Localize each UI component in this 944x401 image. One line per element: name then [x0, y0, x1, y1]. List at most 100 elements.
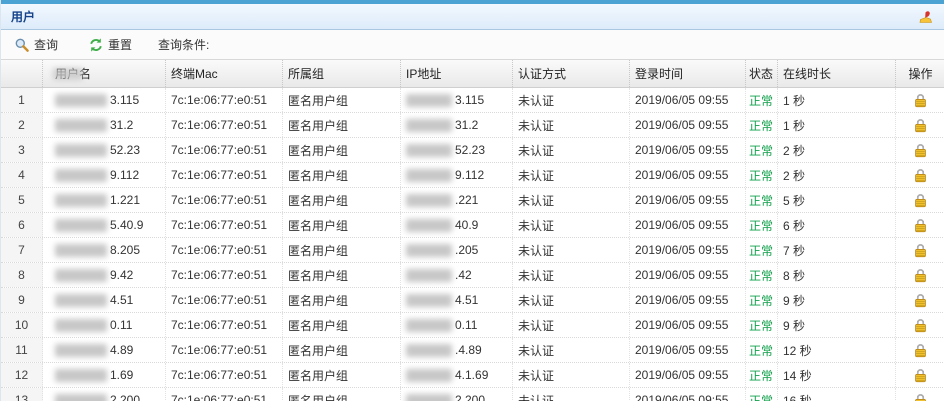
table-row[interactable]: 2 31.2 7c:1e:06:77:e0:51 匿名用户组 31.2 未认证 … [1, 113, 944, 138]
operation-cell [896, 163, 944, 187]
lock-icon[interactable] [913, 368, 928, 383]
ip-suffix: .4.89 [455, 343, 482, 357]
username-cell: 2.200 [43, 388, 166, 401]
mac-cell: 7c:1e:06:77:e0:51 [166, 338, 283, 362]
table-row[interactable]: 6 5.40.9 7c:1e:06:77:e0:51 匿名用户组 40.9 未认… [1, 213, 944, 238]
table-row[interactable]: 4 9.112 7c:1e:06:77:e0:51 匿名用户组 9.112 未认… [1, 163, 944, 188]
username-suffix: 31.2 [110, 118, 134, 132]
username-suffix: 1.221 [110, 193, 141, 207]
lock-icon[interactable] [913, 218, 928, 233]
col-header-operation[interactable]: 操作 [908, 67, 933, 81]
mac-cell: 7c:1e:06:77:e0:51 [166, 238, 283, 262]
status-cell: 正常 [746, 238, 778, 262]
reset-button[interactable]: 重置 [84, 34, 136, 55]
table-row[interactable]: 13 2.200 7c:1e:06:77:e0:51 匿名用户组 2.200 未… [1, 388, 944, 401]
lock-icon[interactable] [913, 393, 928, 401]
status-badge: 正常 [749, 93, 774, 108]
col-header-auth[interactable]: 认证方式 [513, 60, 630, 87]
col-header-ip[interactable]: IP地址 [401, 60, 513, 87]
table-row[interactable]: 8 9.42 7c:1e:06:77:e0:51 匿名用户组 .42 未认证 2… [1, 263, 944, 288]
redaction-blur [55, 243, 107, 257]
col-header-status[interactable]: 状态 [746, 60, 778, 87]
table-row[interactable]: 11 4.89 7c:1e:06:77:e0:51 匿名用户组 .4.89 未认… [1, 338, 944, 363]
mac-cell: 7c:1e:06:77:e0:51 [166, 138, 283, 162]
online-duration-cell: 7 秒 [778, 238, 896, 262]
auth-method-cell: 未认证 [513, 313, 630, 337]
table-row[interactable]: 7 8.205 7c:1e:06:77:e0:51 匿名用户组 .205 未认证… [1, 238, 944, 263]
page-title: 用户 [11, 10, 36, 24]
auth-method-cell: 未认证 [513, 288, 630, 312]
online-duration-cell: 16 秒 [778, 388, 896, 401]
user-table: 用户名 终端Mac 所属组 IP地址 认证方式 登录时间 状态 在线时长 操作 … [1, 60, 944, 401]
col-header-duration[interactable]: 在线时长 [778, 60, 896, 87]
ip-suffix: 40.9 [455, 218, 479, 232]
col-header-login-time[interactable]: 登录时间 [630, 60, 746, 87]
alert-icon[interactable] [918, 9, 934, 25]
auth-method-cell: 未认证 [513, 138, 630, 162]
row-number-cell: 6 [1, 213, 43, 237]
group-cell: 匿名用户组 [283, 313, 401, 337]
lock-icon[interactable] [913, 293, 928, 308]
username-cell: 52.23 [43, 138, 166, 162]
lock-icon[interactable] [913, 343, 928, 358]
login-time-cell: 2019/06/05 09:55 [630, 263, 746, 287]
table-row[interactable]: 5 1.221 7c:1e:06:77:e0:51 匿名用户组 .221 未认证… [1, 188, 944, 213]
operation-cell [896, 213, 944, 237]
lock-icon[interactable] [913, 168, 928, 183]
online-duration-cell: 9 秒 [778, 288, 896, 312]
username-suffix: 3.115 [110, 93, 140, 107]
status-cell: 正常 [746, 338, 778, 362]
auth-method-cell: 未认证 [513, 113, 630, 137]
table-row[interactable]: 12 1.69 7c:1e:06:77:e0:51 匿名用户组 4.1.69 未… [1, 363, 944, 388]
query-button[interactable]: 查询 [10, 34, 62, 55]
redaction-blur [55, 143, 107, 157]
col-header-group[interactable]: 所属组 [283, 60, 401, 87]
username-cell: 3.115 [43, 88, 166, 112]
redaction-blur [55, 268, 107, 282]
username-cell: 0.11 [43, 313, 166, 337]
lock-icon[interactable] [913, 118, 928, 133]
status-badge: 正常 [749, 268, 774, 283]
status-badge: 正常 [749, 118, 774, 133]
lock-icon[interactable] [913, 268, 928, 283]
status-cell: 正常 [746, 263, 778, 287]
ip-cell: 4.1.69 [401, 363, 513, 387]
col-header-mac[interactable]: 终端Mac [166, 60, 283, 87]
lock-icon[interactable] [913, 318, 928, 333]
ip-cell: 40.9 [401, 213, 513, 237]
table-row[interactable]: 1 3.115 7c:1e:06:77:e0:51 匿名用户组 3.115 未认… [1, 88, 944, 113]
status-cell: 正常 [746, 163, 778, 187]
col-header-index[interactable] [1, 60, 43, 87]
ip-suffix: 4.1.69 [455, 368, 489, 382]
table-row[interactable]: 9 4.51 7c:1e:06:77:e0:51 匿名用户组 4.51 未认证 … [1, 288, 944, 313]
ip-suffix: 31.2 [455, 118, 479, 132]
table-row[interactable]: 3 52.23 7c:1e:06:77:e0:51 匿名用户组 52.23 未认… [1, 138, 944, 163]
auth-method-cell: 未认证 [513, 263, 630, 287]
redaction-blur [55, 168, 107, 182]
auth-method-cell: 未认证 [513, 238, 630, 262]
operation-cell [896, 238, 944, 262]
ip-cell: 0.11 [401, 313, 513, 337]
operation-cell [896, 338, 944, 362]
redaction-blur [406, 318, 452, 332]
operation-cell [896, 313, 944, 337]
lock-icon[interactable] [913, 93, 928, 108]
status-cell: 正常 [746, 138, 778, 162]
group-cell: 匿名用户组 [283, 188, 401, 212]
status-badge: 正常 [749, 218, 774, 233]
username-cell: 4.51 [43, 288, 166, 312]
redaction-blur [406, 168, 452, 182]
mac-cell: 7c:1e:06:77:e0:51 [166, 288, 283, 312]
col-header-username[interactable]: 用户名 [43, 60, 166, 87]
lock-icon[interactable] [913, 193, 928, 208]
ip-suffix: 2.200 [455, 393, 486, 401]
auth-method-cell: 未认证 [513, 188, 630, 212]
lock-icon[interactable] [913, 243, 928, 258]
lock-icon[interactable] [913, 143, 928, 158]
redaction-blur [406, 293, 452, 307]
status-badge: 正常 [749, 168, 774, 183]
row-number-cell: 4 [1, 163, 43, 187]
ip-cell: 4.51 [401, 288, 513, 312]
table-row[interactable]: 10 0.11 7c:1e:06:77:e0:51 匿名用户组 0.11 未认证… [1, 313, 944, 338]
